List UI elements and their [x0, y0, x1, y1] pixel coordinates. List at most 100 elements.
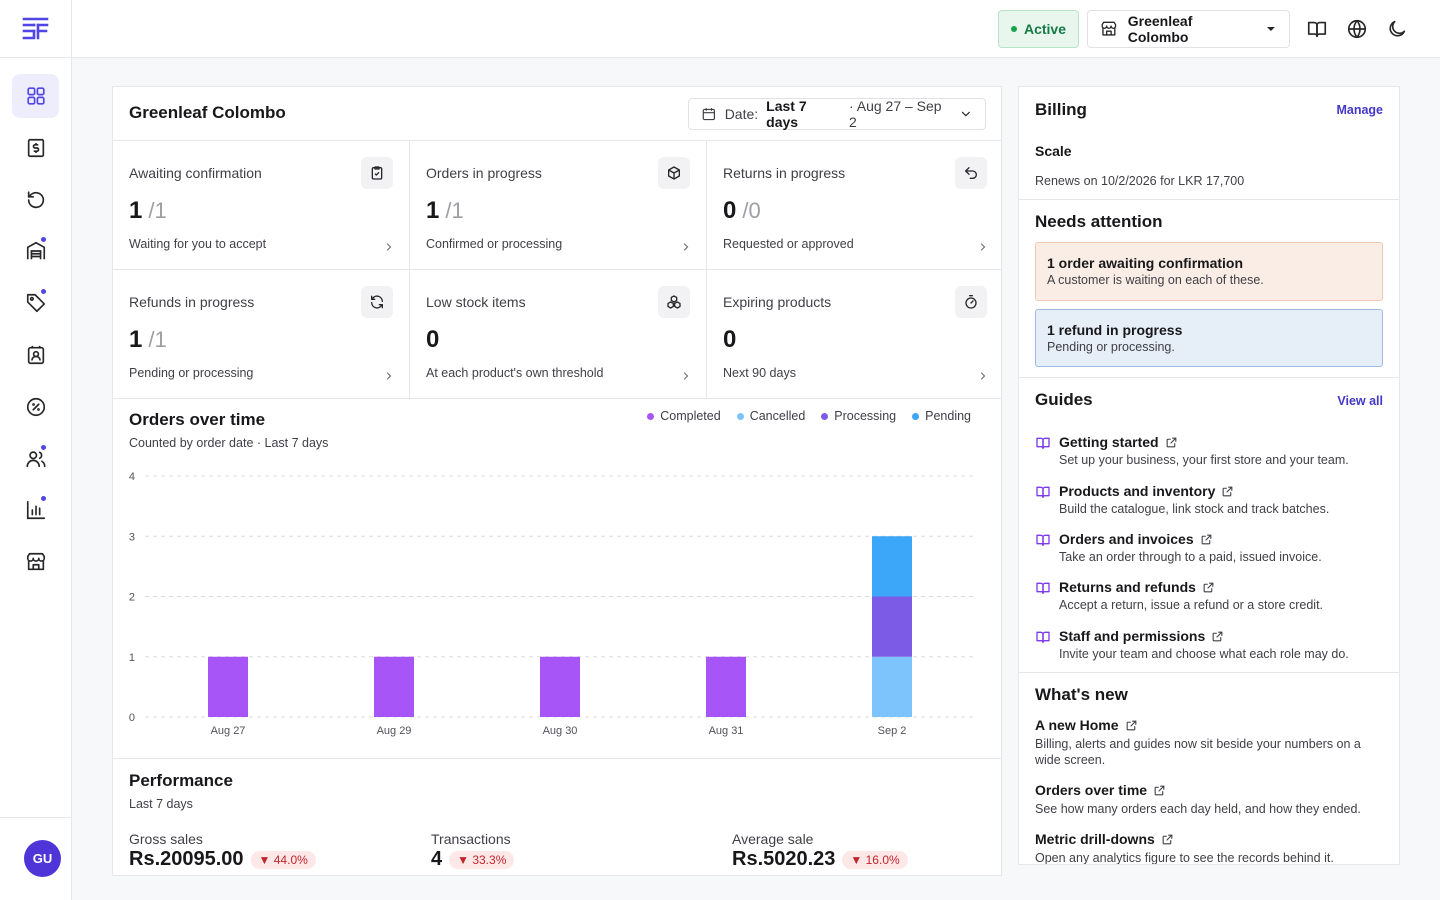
bar-completed[interactable] [706, 656, 746, 717]
alert-subtitle: A customer is waiting on each of these. [1047, 273, 1264, 287]
contact-card-icon [27, 345, 44, 365]
tile-value: 1 [129, 326, 143, 353]
tile-title: Awaiting confirmation [129, 165, 262, 181]
external-link-icon [1126, 720, 1136, 730]
y-tick-label: 2 [129, 592, 135, 604]
sidebar-item-home[interactable] [12, 74, 59, 118]
legend-swatch [647, 412, 655, 420]
bar-completed[interactable] [540, 656, 580, 717]
tile-refunds-in-progress[interactable]: Refunds in progress 1/1 Pending or proce… [113, 270, 410, 399]
legend-swatch [912, 412, 920, 420]
alert-refund-in-progress[interactable]: 1 refund in progress Pending or processi… [1035, 309, 1383, 367]
sidebar-item-analytics[interactable] [12, 488, 59, 532]
guide-subtitle: Take an order through to a paid, issued … [1059, 550, 1322, 564]
tile-value: 0 [723, 326, 737, 353]
chart-title: Orders over time [129, 410, 266, 429]
metric-value: 4 [431, 848, 443, 870]
external-link-icon [1203, 582, 1214, 592]
legend-label: Cancelled [749, 409, 806, 423]
performance-title: Performance [129, 771, 233, 790]
view-all-link[interactable]: View all [1337, 394, 1383, 408]
legend-item-pending[interactable]: Pending [912, 409, 971, 423]
news-item-new-home[interactable]: A new Home Billing, alerts and guides no… [1035, 717, 1385, 768]
bar-completed[interactable] [374, 656, 414, 717]
badge-percent-icon [26, 397, 45, 416]
user-avatar[interactable]: GU [24, 840, 61, 877]
sidebar-item-discounts[interactable] [12, 385, 59, 429]
metric-transactions[interactable]: Transactions 4 ▼ 33.3% [431, 831, 515, 871]
tile-value: 1 [426, 197, 440, 224]
legend-item-completed[interactable]: Completed [647, 409, 721, 423]
news-item-metric-drill-downs[interactable]: Metric drill-downs Open any analytics fi… [1035, 831, 1385, 865]
bar-cancelled[interactable] [872, 656, 912, 717]
sidebar-item-products[interactable] [12, 281, 59, 325]
external-link-icon [1201, 534, 1211, 544]
top-header: Active Greenleaf Colombo [72, 0, 1440, 58]
manage-link[interactable]: Manage [1336, 103, 1383, 117]
tile-subtitle: Waiting for you to accept [129, 237, 267, 251]
change-badge: ▼ 33.3% [449, 850, 515, 869]
news-item-orders-over-time[interactable]: Orders over time See how many orders eac… [1035, 782, 1385, 817]
chart-legend: Completed Cancelled Processing Pending [647, 409, 971, 423]
alert-orders-awaiting[interactable]: 1 order awaiting confirmation A customer… [1035, 242, 1383, 301]
tile-orders-in-progress[interactable]: Orders in progress 1/1 Confirmed or proc… [410, 141, 707, 270]
metric-value: Rs.20095.00 [129, 848, 244, 870]
sidebar-item-inventory[interactable] [12, 229, 59, 273]
moon-icon[interactable] [1386, 18, 1408, 40]
sidebar-item-staff[interactable] [12, 437, 59, 481]
tile-returns-in-progress[interactable]: Returns in progress 0/0 Requested or app… [707, 141, 1001, 270]
bar-completed[interactable] [208, 656, 248, 717]
notification-dot [41, 289, 46, 295]
tile-subtitle: Requested or approved [723, 237, 854, 251]
invoice-dollar-icon [27, 138, 44, 157]
guide-title: Orders and invoices [1059, 531, 1194, 547]
sidebar-item-sales[interactable] [12, 126, 59, 170]
tile-low-stock-items[interactable]: Low stock items 0 At each product's own … [410, 270, 707, 399]
store-icon [26, 553, 45, 571]
tile-expiring-products[interactable]: Expiring products 0 Next 90 days [707, 270, 1001, 399]
notification-dot [41, 496, 46, 502]
legend-label: Processing [834, 409, 897, 423]
status-label: Active [1023, 21, 1067, 37]
sidebar-nav [12, 74, 60, 592]
tile-total: /1 [148, 327, 167, 352]
guides-title: Guides [1035, 390, 1093, 409]
legend-item-processing[interactable]: Processing [821, 409, 896, 423]
change-badge: ▼ 44.0% [250, 850, 316, 869]
chevron-right-icon [980, 243, 986, 251]
sidebar-divider [0, 57, 72, 58]
right-panel: Billing Manage Scale Renews on 10/2/2026… [1018, 86, 1400, 865]
sidebar-item-returns[interactable] [12, 178, 59, 222]
grid-icon [26, 87, 45, 105]
metric-tiles: Awaiting confirmation 1/1 Waiting for yo… [113, 140, 1001, 399]
status-badge: Active [998, 10, 1079, 48]
metric-average-sale[interactable]: Average sale Rs.5020.23 ▼ 16.0% [732, 831, 908, 871]
store-selector[interactable]: Greenleaf Colombo [1087, 10, 1290, 48]
sidebar-item-stores[interactable] [12, 540, 59, 584]
tile-awaiting-confirmation[interactable]: Awaiting confirmation 1/1 Waiting for yo… [113, 141, 410, 270]
tile-title: Returns in progress [723, 165, 846, 181]
tile-value: 1 [129, 197, 143, 224]
globe-icon[interactable] [1346, 18, 1368, 40]
bar-processing[interactable] [872, 596, 912, 657]
metric-value: Rs.5020.23 [732, 848, 836, 870]
calendar-icon [702, 108, 715, 121]
app-logo[interactable] [22, 16, 50, 40]
needs-attention-section: Needs attention 1 order awaiting confirm… [1019, 200, 1399, 378]
news-subtitle: Open any analytics figure to see the rec… [1035, 851, 1334, 865]
legend-item-cancelled[interactable]: Cancelled [736, 409, 806, 423]
page-title: Greenleaf Colombo [129, 103, 286, 122]
tile-title: Low stock items [426, 294, 526, 310]
legend-label: Pending [925, 409, 971, 423]
billing-section: Billing Manage Scale Renews on 10/2/2026… [1019, 87, 1399, 200]
tile-subtitle: At each product's own threshold [426, 366, 604, 380]
book-open-icon [1036, 631, 1050, 643]
external-link-icon [1222, 486, 1233, 496]
bar-pending[interactable] [872, 536, 912, 597]
x-tick-label: Aug 31 [709, 725, 744, 737]
performance-section: Performance Last 7 days Gross sales Rs.2… [113, 758, 1001, 875]
date-range-picker[interactable]: Date: Last 7 days · Aug 27 – Sep 2 [688, 98, 986, 130]
book-open-icon[interactable] [1306, 18, 1328, 40]
sidebar-item-customers[interactable] [12, 333, 59, 377]
metric-gross-sales[interactable]: Gross sales Rs.20095.00 ▼ 44.0% [129, 831, 316, 871]
